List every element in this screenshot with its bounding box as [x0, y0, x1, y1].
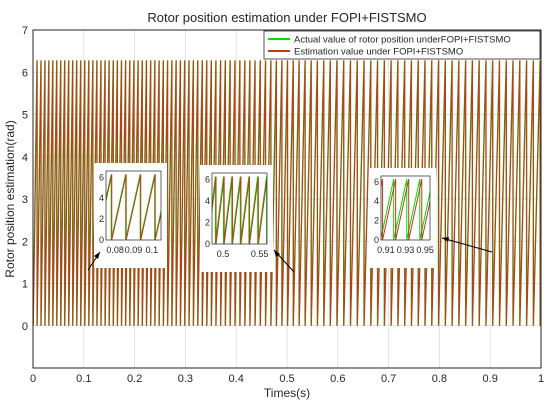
inset-1: 0 2 4 6 0.08 0.09 0.1 [94, 163, 167, 268]
inset-y-tick-label: 2 [205, 217, 210, 227]
x-tick-label: 0.2 [127, 373, 142, 385]
inset-y-tick-label: 0 [374, 235, 379, 245]
y-tick-label: 5 [22, 110, 28, 122]
legend: Actual value of rotor position underFOPI… [263, 30, 541, 60]
x-tick-label: 0.5 [279, 373, 294, 385]
y-tick-labels: 0 1 2 3 4 5 6 7 [22, 25, 28, 333]
inset-y-tick-label: 4 [205, 196, 210, 206]
chart-title: Rotor position estimation under FOPI+FIS… [147, 10, 426, 25]
inset-3: 0 2 4 6 0.91 0.93 0.95 [369, 168, 436, 268]
arrow-2-head [274, 250, 280, 257]
inset-x-tick-label: 0.91 [377, 245, 395, 255]
y-tick-label: 3 [22, 194, 28, 206]
x-tick-label: 0.3 [178, 373, 193, 385]
plot-frame [32, 29, 542, 369]
inset-estimate-line [381, 178, 430, 240]
inset-y-tick-label: 0 [99, 235, 104, 245]
x-tick-label: 0.1 [76, 373, 91, 385]
y-tick-label: 6 [22, 67, 28, 79]
arrow-3 [441, 237, 493, 253]
x-tick-label: 0 [30, 373, 36, 385]
x-tick-label: 0.8 [432, 373, 447, 385]
insets: 0 2 4 6 0.08 0.09 0.1 0 2 4 6 0.5 0.55 0 2 4 6 0.91 0.93 0.… [94, 163, 436, 272]
inset-x-tick-label: 0.08 [106, 245, 124, 255]
legend-box [263, 30, 541, 60]
inset-frame [380, 175, 431, 241]
x-tick-label: 0.7 [381, 373, 396, 385]
inset-actual-line [381, 178, 430, 240]
x-tick-label: 0.9 [483, 373, 498, 385]
inset-x-tick-label: 0.5 [217, 249, 230, 259]
inset-x-tick-label: 0.93 [397, 245, 415, 255]
inset-x-tick-label: 0.1 [146, 245, 159, 255]
series-layer [33, 60, 541, 326]
inset-x-tick-label: 0.09 [125, 245, 143, 255]
y-tick-label: 7 [22, 25, 28, 37]
arrow-1-head [94, 252, 100, 259]
inset-y-tick-label: 4 [374, 196, 379, 206]
inset-frame [105, 170, 162, 241]
y-axis-label: Rotor position estimation(rad) [3, 120, 17, 277]
inset-y-tick-label: 4 [99, 193, 104, 203]
x-tick-label: 0.6 [330, 373, 345, 385]
x-tick-labels: 0 0.1 0.2 0.3 0.4 0.5 0.6 0.7 0.8 0.9 1 [30, 373, 544, 385]
x-tick-label: 0.4 [229, 373, 244, 385]
inset-y-tick-label: 2 [374, 216, 379, 226]
inset-y-tick-label: 6 [99, 172, 104, 182]
inset-x-tick-label: 0.55 [251, 249, 269, 259]
legend-text-estimate: Estimation value under FOPI+FISTSMO [294, 47, 463, 58]
y-tick-label: 0 [22, 321, 28, 333]
inset-2: 0 2 4 6 0.5 0.55 [200, 165, 273, 272]
inset-estimate-line [106, 174, 161, 240]
inset-estimate-line [212, 176, 267, 244]
y-tick-label: 2 [22, 236, 28, 248]
x-axis-label: Times(s) [264, 386, 310, 400]
legend-text-actual: Actual value of rotor position underFOPI… [294, 35, 511, 46]
inset-actual-line [106, 174, 161, 240]
inset-actual-line [212, 176, 267, 244]
y-tick-label: 4 [22, 152, 28, 164]
inset-y-tick-label: 6 [205, 174, 210, 184]
y-tick-label: 1 [22, 279, 28, 291]
zoom-arrows [87, 237, 493, 273]
inset-frame [211, 172, 268, 245]
series-estimate-line [33, 60, 541, 326]
inset-x-tick-label: 0.95 [416, 245, 434, 255]
x-tick-label: 1 [538, 373, 544, 385]
inset-y-tick-label: 0 [205, 239, 210, 249]
inset-y-tick-label: 2 [99, 214, 104, 224]
arrow-3-head [442, 237, 449, 242]
inset-y-tick-label: 6 [374, 177, 379, 187]
